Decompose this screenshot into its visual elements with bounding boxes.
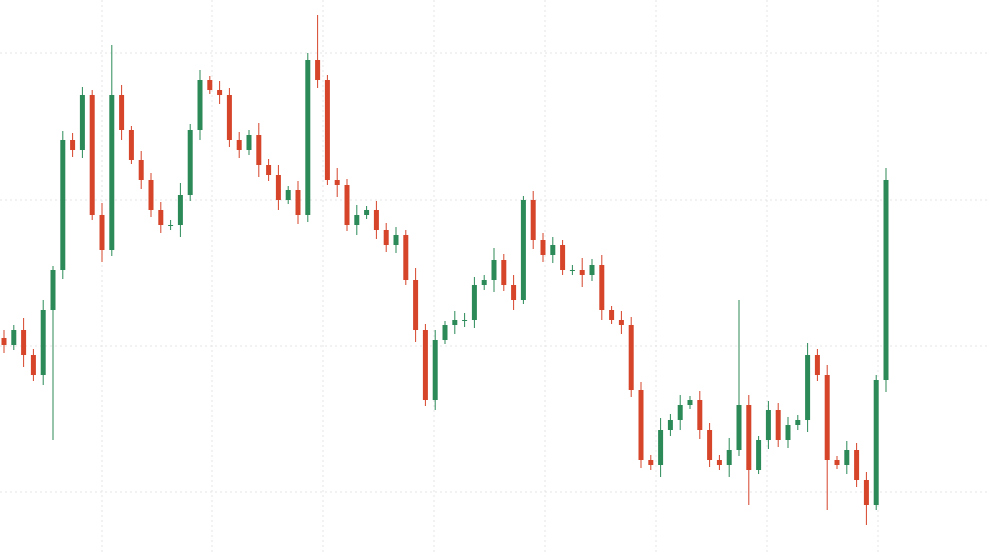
candle-body (746, 405, 752, 470)
candle-body (667, 420, 673, 430)
candle-body (716, 460, 722, 465)
candle-body (658, 430, 664, 465)
candle-body (158, 210, 164, 225)
candle-body (334, 180, 340, 185)
candle-body (530, 200, 536, 240)
candle-body (511, 285, 517, 300)
candle-body (873, 380, 879, 505)
candle-body (638, 390, 644, 460)
candle-body (677, 405, 683, 420)
candle-body (707, 430, 713, 460)
candle-body (540, 240, 546, 255)
candle-body (364, 210, 370, 215)
candle-body (413, 280, 419, 330)
candle-body (1, 338, 7, 345)
candle-body (569, 270, 575, 271)
candle-body (109, 95, 115, 250)
candle-body (589, 265, 595, 275)
candle-body (579, 270, 585, 275)
candle-body (520, 200, 526, 300)
candle-body (217, 90, 223, 95)
candle-body (138, 160, 144, 180)
candle-body (393, 235, 399, 245)
candle-body (354, 215, 360, 225)
candle-body (383, 230, 389, 245)
candle-body (834, 460, 840, 465)
candle-body (119, 95, 125, 130)
candle-body (560, 245, 566, 270)
candle-body (226, 95, 232, 140)
candle-body (726, 450, 732, 465)
candle-body (266, 165, 272, 175)
candle-body (697, 400, 703, 430)
candle-body (501, 260, 507, 285)
candle-body (40, 310, 46, 375)
candle-body (814, 355, 820, 375)
candle-body (628, 325, 634, 390)
candle-body (148, 180, 154, 210)
candle-body (785, 425, 791, 440)
vertical-grid (101, 0, 879, 553)
candle-body (403, 235, 409, 280)
candle-body (599, 265, 605, 310)
candle-body (305, 60, 311, 215)
candle-body (863, 480, 869, 505)
candle-body (246, 135, 252, 150)
candle-body (70, 140, 76, 150)
candle-body (736, 405, 742, 450)
candle-body (285, 190, 291, 200)
candle-body (452, 320, 458, 325)
candle-body (207, 80, 213, 90)
candle-body (197, 80, 203, 130)
candle-body (373, 210, 379, 230)
candle-body (805, 355, 811, 420)
candle-body (21, 330, 27, 355)
candle-body (648, 460, 654, 465)
candle-body (854, 450, 860, 480)
candle-body (324, 80, 330, 180)
candle-body (50, 270, 56, 310)
candle-body (550, 245, 556, 255)
candle-body (844, 450, 850, 465)
candle-body (60, 140, 66, 270)
candle-body (795, 420, 801, 425)
candle-body (432, 340, 438, 400)
candle-body (128, 130, 134, 160)
candle-body (462, 320, 468, 321)
candle-body (275, 175, 281, 200)
candle-body (775, 410, 781, 440)
candle-body (79, 95, 85, 150)
candle-body (471, 285, 477, 320)
candle-body (177, 195, 183, 225)
candle-body (442, 325, 448, 340)
candle-body (422, 330, 428, 400)
candle-body (256, 135, 262, 165)
candle-body (618, 320, 624, 325)
candle-body (187, 130, 193, 195)
candle-body (295, 190, 301, 215)
candle-body (89, 95, 95, 215)
candle-body (765, 410, 771, 440)
candle-body (609, 310, 615, 320)
candle-body (236, 140, 242, 150)
candle-body (11, 330, 17, 345)
candle-body (687, 400, 693, 405)
candle-body (883, 180, 889, 380)
candle-body (491, 260, 497, 280)
candle-body (30, 355, 36, 375)
candle-body (756, 440, 762, 470)
candle-body (168, 225, 174, 226)
candle-body (315, 60, 321, 80)
candle-body (481, 280, 487, 285)
candle-body (824, 375, 830, 460)
candle-body (99, 215, 105, 250)
candle-body (344, 185, 350, 225)
